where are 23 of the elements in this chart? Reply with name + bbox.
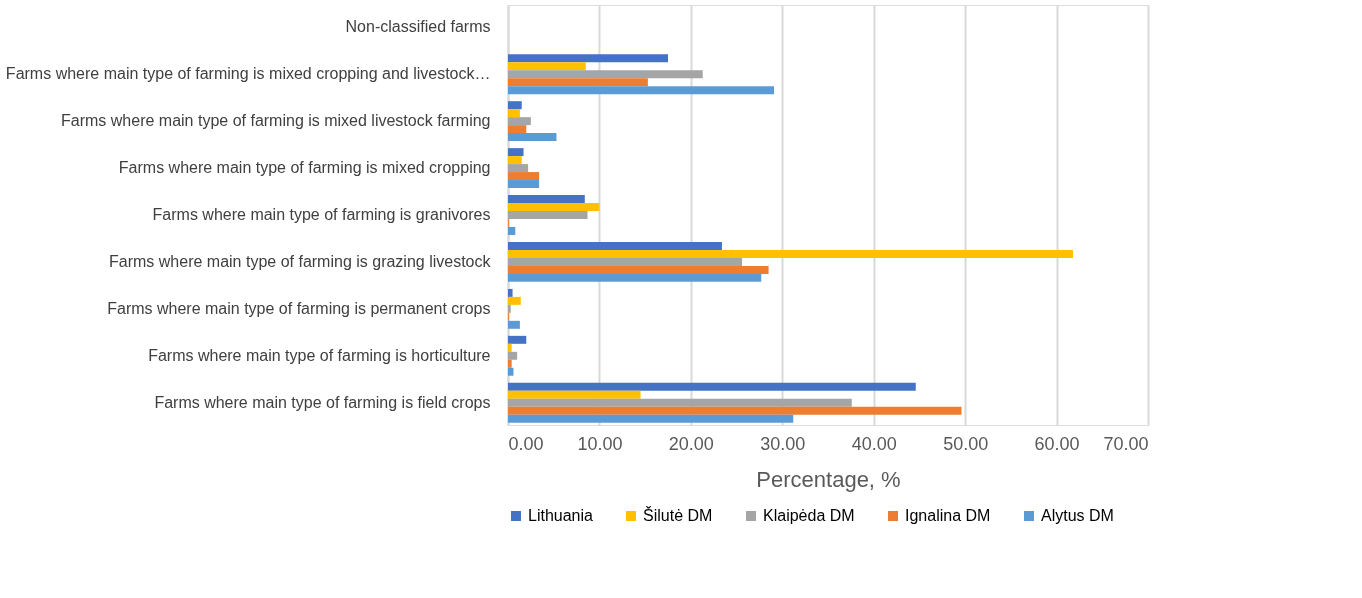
legend-label: Ignalina DM — [905, 507, 991, 524]
legend-label: Alytus DM — [1041, 507, 1114, 524]
x-tick-label: 20.00 — [668, 433, 714, 454]
y-tick-label: Farms where main type of farming is mixed livestock farming — [61, 112, 491, 130]
x-tick-label: 10.00 — [577, 433, 623, 454]
legend-label: Lithuania — [528, 507, 594, 524]
y-tick-label: Farms where main type of farming is permanent crops — [107, 299, 491, 317]
y-tick-label: Farms where main type of farming is horticulture — [148, 346, 491, 364]
x-tick-label: 70.00 — [1103, 433, 1149, 454]
legend-label: Klaipėda DM — [763, 507, 855, 524]
y-tick-label: Non-classified farms — [345, 18, 491, 36]
x-tick-label: 40.00 — [851, 433, 897, 454]
y-tick-label: Farms where main type of farming is mixed cropping and livestock… — [5, 65, 491, 83]
x-tick-label: 0.00 — [508, 433, 544, 454]
y-tick-label: Farms where main type of farming is granivores — [152, 206, 491, 223]
y-tick-label: Farms where main type of farming is grazing livestock — [109, 252, 492, 270]
y-tick-label: Farms where main type of farming is mixed cropping — [118, 159, 491, 177]
x-axis-title: Percentage, % — [756, 466, 901, 492]
legend-label: Šilutė DM — [643, 506, 713, 524]
y-tick-label: Farms where main type of farming is field crops — [154, 393, 491, 411]
x-tick-label: 60.00 — [1034, 433, 1080, 454]
x-tick-label: 30.00 — [760, 433, 806, 454]
x-tick-label: 50.00 — [943, 433, 989, 454]
